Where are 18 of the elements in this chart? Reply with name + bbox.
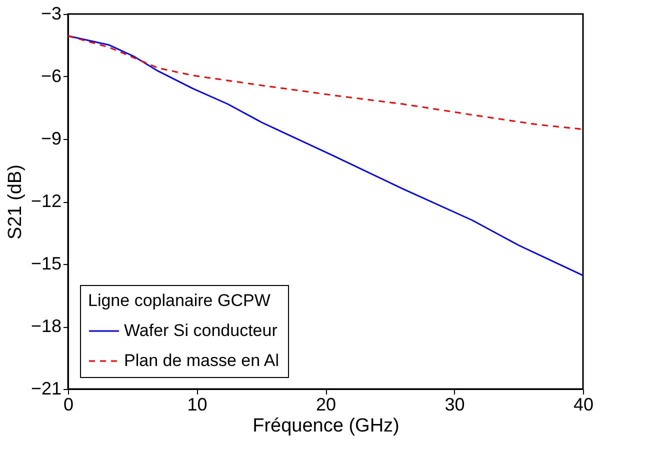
y-tick-label: −3: [40, 4, 62, 24]
x-tick-label: 20: [316, 394, 336, 414]
x-tick-label: 0: [63, 394, 74, 414]
y-axis-title: S21 (dB): [4, 164, 26, 240]
y-tick-label: −15: [30, 254, 62, 274]
x-tick-label: 40: [573, 394, 594, 414]
legend-title: Ligne coplanaire GCPW: [88, 291, 270, 310]
y-tick-label: −9: [40, 128, 62, 148]
line-series: [67, 35, 584, 130]
x-axis-title: Fréquence (GHz): [252, 416, 400, 436]
y-tick-label: −18: [30, 316, 62, 336]
legend-label: Plan de masse en Al: [124, 351, 279, 370]
x-tick-label: 30: [444, 394, 465, 414]
y-tick-label: −12: [30, 191, 62, 211]
x-tick-label: 10: [187, 394, 208, 414]
legend-label: Wafer Si conducteur: [124, 321, 278, 340]
y-tick-label: −21: [30, 378, 62, 398]
y-tick-label: −6: [40, 66, 62, 86]
